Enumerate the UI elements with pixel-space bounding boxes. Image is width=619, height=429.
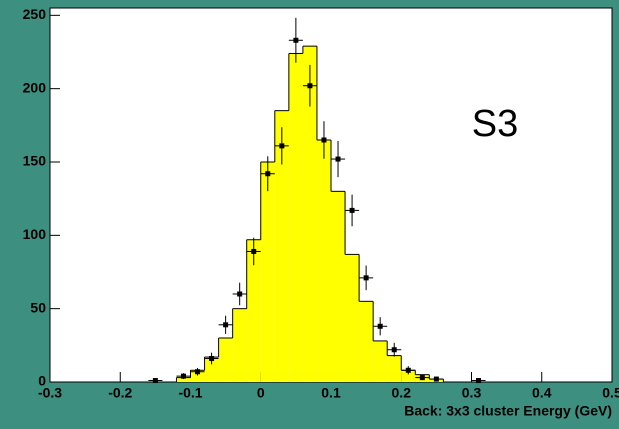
histogram-bar (345, 254, 360, 382)
x-tick-label: 0.4 (532, 385, 552, 401)
data-point (307, 83, 313, 89)
x-tick-label: 0.5 (602, 385, 619, 401)
histogram-bar (359, 301, 374, 382)
histogram-bar (232, 308, 247, 382)
data-point (223, 322, 229, 328)
annotation: S3 (472, 103, 518, 145)
x-axis-label: Back: 3x3 cluster Energy (GeV) (404, 403, 612, 419)
data-point (237, 291, 243, 297)
data-point (405, 367, 411, 373)
histogram-bar (316, 140, 331, 382)
data-point (209, 356, 215, 362)
y-tick-label: 0 (38, 373, 46, 389)
histogram-bar (401, 370, 416, 382)
histogram-bar (190, 370, 205, 382)
data-point (152, 378, 158, 384)
histogram-bar (204, 357, 219, 382)
y-tick-label: 100 (23, 226, 47, 242)
data-point (335, 156, 341, 162)
data-point (433, 376, 439, 382)
histogram-bar (218, 338, 233, 382)
x-tick-label: 0 (257, 385, 265, 401)
x-tick-label: -0.3 (38, 385, 62, 401)
data-point (476, 378, 482, 384)
histogram-bar (288, 53, 303, 382)
data-point (251, 248, 257, 254)
data-point (377, 323, 383, 329)
data-point (349, 207, 355, 213)
data-point (321, 137, 327, 143)
y-tick-label: 200 (23, 79, 47, 95)
data-point (265, 171, 271, 177)
data-point (180, 373, 186, 379)
histogram-bar (260, 162, 275, 382)
histogram-bar (302, 46, 317, 383)
y-tick-label: 150 (23, 153, 47, 169)
histogram-bar (331, 191, 346, 382)
data-point (419, 375, 425, 381)
histogram-bar (373, 340, 388, 382)
histogram-bar (387, 355, 402, 382)
data-point (195, 369, 201, 375)
data-point (279, 143, 285, 149)
data-point (391, 347, 397, 353)
data-point (363, 275, 369, 281)
x-tick-label: -0.1 (178, 385, 202, 401)
histogram-bar (274, 110, 289, 383)
histogram-bar (176, 377, 191, 382)
histogram-bar (246, 239, 261, 382)
x-tick-label: 0.3 (462, 385, 482, 401)
data-point (293, 37, 299, 43)
x-tick-label: -0.2 (108, 385, 132, 401)
x-tick-label: 0.1 (321, 385, 341, 401)
y-tick-label: 50 (30, 299, 46, 315)
y-tick-label: 250 (23, 6, 47, 22)
x-tick-label: 0.2 (392, 385, 412, 401)
